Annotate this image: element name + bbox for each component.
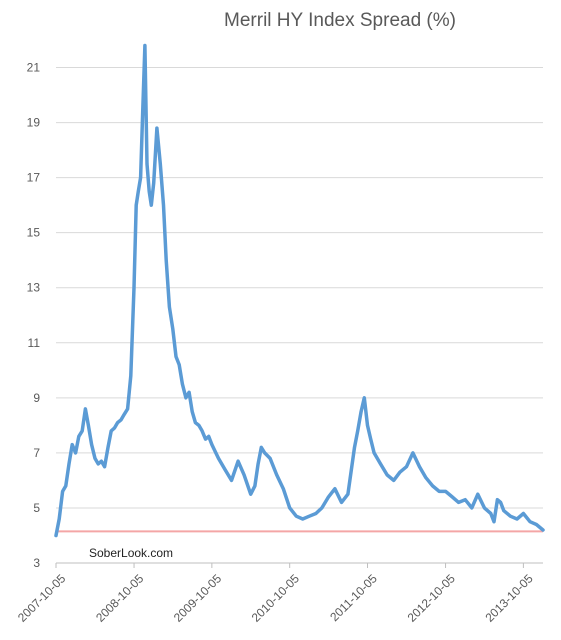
chart-title: Merril HY Index Spread (%) bbox=[224, 10, 456, 31]
y-tick-label: 15 bbox=[27, 226, 41, 240]
watermark: SoberLook.com bbox=[89, 546, 173, 560]
x-tick-label: 2009-10-05 bbox=[171, 571, 225, 625]
x-axis-ticks: 2007-10-05 2008-10-05 2009-10-05 2010-10-05… bbox=[15, 563, 536, 625]
y-tick-label: 19 bbox=[27, 116, 41, 130]
x-tick-label: 2007-10-05 bbox=[15, 571, 69, 625]
y-tick-label: 17 bbox=[27, 171, 41, 185]
x-tick-label: 2012-10-05 bbox=[405, 571, 459, 625]
y-axis-ticks: 3 5 7 9 11 13 15 17 19 21 bbox=[27, 61, 41, 570]
y-tick-label: 13 bbox=[27, 281, 41, 295]
x-tick-label: 2011-10-05 bbox=[327, 571, 380, 624]
series-line bbox=[54, 43, 545, 538]
x-tick-label: 2010-10-05 bbox=[249, 571, 303, 625]
y-tick-label: 21 bbox=[27, 61, 41, 75]
y-tick-label: 3 bbox=[33, 556, 40, 570]
y-tick-label: 5 bbox=[33, 501, 40, 515]
x-tick-label: 2013-10-05 bbox=[482, 571, 536, 625]
x-tick-label: 2008-10-05 bbox=[93, 571, 147, 625]
gridlines bbox=[56, 67, 543, 509]
y-tick-label: 11 bbox=[28, 336, 41, 350]
y-tick-label: 7 bbox=[33, 446, 40, 460]
y-tick-label: 9 bbox=[33, 391, 40, 405]
